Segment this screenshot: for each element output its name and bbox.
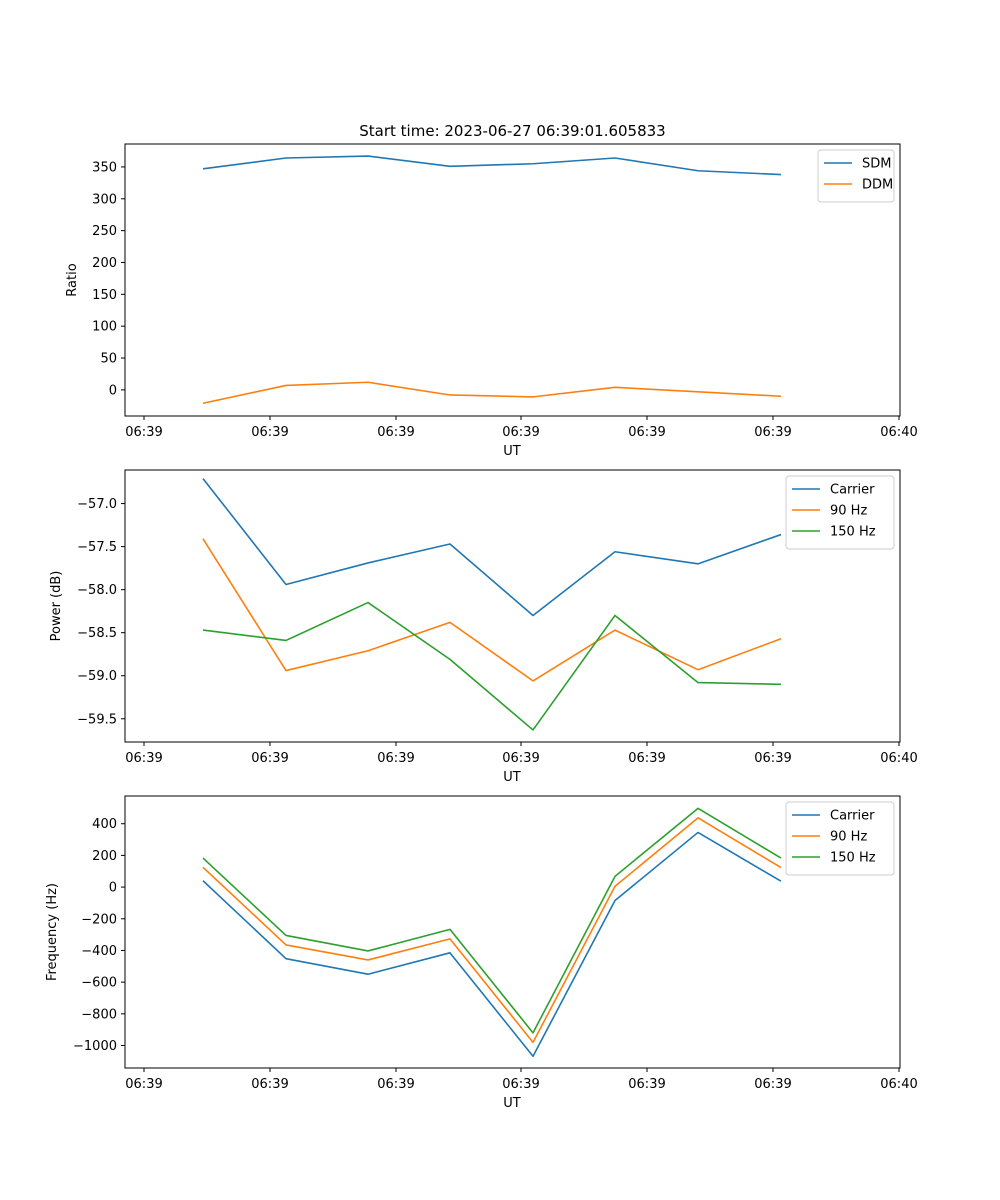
legend-label: SDM bbox=[862, 157, 891, 172]
legend-label: Carrier bbox=[830, 809, 875, 824]
x-axis-label: UT bbox=[503, 1096, 521, 1111]
legend-label: 90 Hz bbox=[830, 830, 867, 845]
x-tick-label: 06:39 bbox=[251, 1077, 288, 1092]
legend-label: DDM bbox=[862, 178, 893, 193]
legend: Carrier 90 Hz 150 Hz bbox=[785, 475, 895, 550]
y-tick-label: −1000 bbox=[73, 1039, 117, 1054]
y-axis-label: Power (dB) bbox=[49, 571, 64, 642]
x-tick-label: 06:39 bbox=[502, 751, 539, 766]
y-tick-label: −59.5 bbox=[77, 712, 117, 727]
y-tick-label: −57.5 bbox=[77, 540, 117, 555]
y-tick-label: −400 bbox=[81, 944, 117, 959]
legend: SDM DDM bbox=[817, 149, 895, 203]
x-tick-label: 06:40 bbox=[880, 425, 917, 440]
x-tick-label: 06:39 bbox=[754, 1077, 791, 1092]
x-tick-label: 06:40 bbox=[880, 751, 917, 766]
series-line-carrier bbox=[202, 478, 782, 617]
legend-label: 150 Hz bbox=[830, 851, 876, 866]
series-line-sdm bbox=[202, 155, 782, 176]
y-axis-label: Frequency (Hz) bbox=[45, 883, 60, 981]
series-line-carrier bbox=[202, 831, 782, 1058]
y-tick-label: 100 bbox=[92, 320, 117, 335]
x-tick-label: 06:40 bbox=[880, 1077, 917, 1092]
y-tick-label: 0 bbox=[109, 383, 117, 398]
x-tick-label: 06:39 bbox=[502, 425, 539, 440]
y-tick-label: 300 bbox=[92, 192, 117, 207]
x-tick-label: 06:39 bbox=[502, 1077, 539, 1092]
y-tick-label: 200 bbox=[92, 256, 117, 271]
y-tick-label: −200 bbox=[81, 912, 117, 927]
y-tick-label: 250 bbox=[92, 224, 117, 239]
y-tick-label: −800 bbox=[81, 1007, 117, 1022]
y-tick-label: −57.0 bbox=[77, 497, 117, 512]
x-tick-label: 06:39 bbox=[754, 751, 791, 766]
series-line-90-hz bbox=[202, 538, 782, 682]
axes-frame bbox=[124, 469, 901, 743]
x-tick-label: 06:39 bbox=[628, 1077, 665, 1092]
y-tick-label: −58.0 bbox=[77, 583, 117, 598]
x-tick-label: 06:39 bbox=[377, 425, 414, 440]
y-axis-label: Ratio bbox=[65, 263, 80, 296]
x-tick-label: 06:39 bbox=[125, 751, 162, 766]
series-line-150-hz bbox=[202, 807, 782, 1034]
y-tick-label: 350 bbox=[92, 160, 117, 175]
x-tick-label: 06:39 bbox=[377, 751, 414, 766]
y-tick-label: 200 bbox=[92, 849, 117, 864]
y-tick-label: −600 bbox=[81, 976, 117, 991]
legend-label: Carrier bbox=[830, 483, 875, 498]
legend-label: 150 Hz bbox=[830, 525, 876, 540]
legend: Carrier 90 Hz 150 Hz bbox=[785, 801, 895, 876]
chart-panel-3: 06:39 06:39 06:39 06:39 06:39 06:39 06:40 −1000… bbox=[45, 795, 918, 1111]
y-tick-label: 0 bbox=[109, 881, 117, 896]
y-tick-label: 400 bbox=[92, 817, 117, 832]
chart-title: Start time: 2023-06-27 06:39:01.605833 bbox=[359, 122, 665, 140]
axes-frame bbox=[124, 795, 901, 1069]
x-tick-label: 06:39 bbox=[628, 425, 665, 440]
chart-panel-1: Start time: 2023-06-27 06:39:01.605833 06… bbox=[65, 122, 918, 459]
x-tick-label: 06:39 bbox=[754, 425, 791, 440]
x-axis-label: UT bbox=[503, 770, 521, 785]
chart-panel-2: 06:39 06:39 06:39 06:39 06:39 06:39 06:40 −59.5… bbox=[49, 469, 918, 785]
x-tick-label: 06:39 bbox=[125, 1077, 162, 1092]
y-tick-label: 50 bbox=[100, 352, 117, 367]
x-tick-label: 06:39 bbox=[377, 1077, 414, 1092]
x-tick-label: 06:39 bbox=[628, 751, 665, 766]
series-line-90-hz bbox=[202, 817, 782, 1044]
x-axis-label: UT bbox=[503, 444, 521, 459]
x-tick-label: 06:39 bbox=[125, 425, 162, 440]
y-tick-label: 150 bbox=[92, 288, 117, 303]
y-tick-label: −58.5 bbox=[77, 626, 117, 641]
legend-label: 90 Hz bbox=[830, 504, 867, 519]
x-tick-label: 06:39 bbox=[251, 751, 288, 766]
y-tick-label: −59.0 bbox=[77, 669, 117, 684]
axes-frame bbox=[124, 143, 901, 417]
x-tick-label: 06:39 bbox=[251, 425, 288, 440]
series-line-150-hz bbox=[202, 601, 782, 731]
series-line-ddm bbox=[202, 381, 782, 405]
